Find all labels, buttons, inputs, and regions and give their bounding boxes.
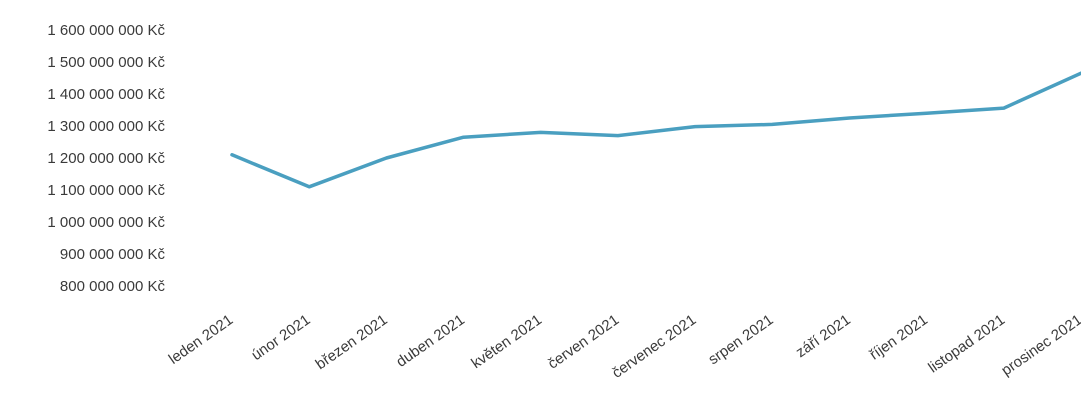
x-tick-label: duben 2021 [393,311,468,370]
x-tick-label: prosinec 2021 [998,311,1081,379]
x-axis: leden 2021 únor 2021 březen 2021 duben 2021… [166,311,1081,381]
y-axis: 800 000 000 Kč 900 000 000 Kč 1 000 000 00… [47,22,165,295]
y-tick-label: 1 100 000 000 Kč [47,182,165,199]
x-tick-label: červenec 2021 [609,311,699,381]
y-tick-label: 1 300 000 000 Kč [47,118,165,135]
y-tick-label: 900 000 000 Kč [60,246,166,263]
y-tick-label: 1 000 000 000 Kč [47,214,165,231]
y-tick-label: 1 400 000 000 Kč [47,86,165,103]
x-tick-label: srpen 2021 [705,311,776,368]
series-line [230,71,1081,189]
x-tick-label: březen 2021 [313,311,391,373]
y-tick-label: 1 500 000 000 Kč [47,54,165,71]
x-tick-label: leden 2021 [166,311,237,368]
series-layer [230,71,1081,189]
y-tick-label: 1 600 000 000 Kč [47,22,165,39]
x-tick-label: listopad 2021 [925,311,1008,376]
x-tick-label: září 2021 [793,311,854,361]
y-tick-label: 1 200 000 000 Kč [47,150,165,167]
x-tick-label: únor 2021 [248,311,313,364]
x-tick-label: květen 2021 [468,311,545,372]
x-tick-label: říjen 2021 [867,311,931,363]
x-tick-label: červen 2021 [545,311,622,372]
y-tick-label: 800 000 000 Kč [60,278,166,295]
